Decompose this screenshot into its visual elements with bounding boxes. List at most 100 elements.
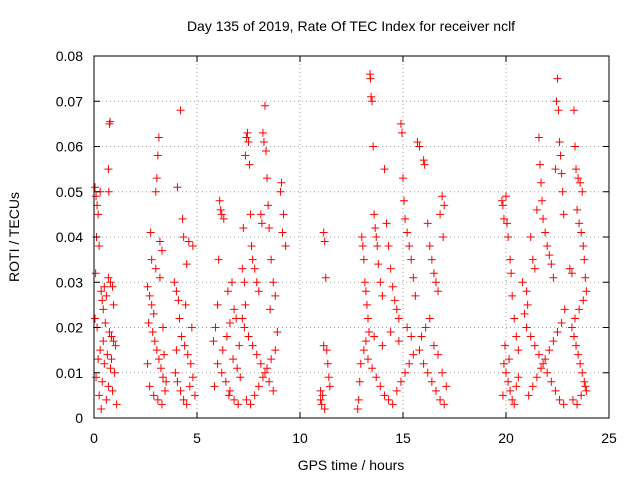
data-point	[260, 368, 269, 377]
data-point	[215, 196, 224, 205]
data-point	[98, 377, 107, 386]
data-point	[224, 391, 233, 400]
data-point	[94, 210, 103, 219]
data-point	[440, 201, 449, 210]
data-point	[94, 355, 103, 364]
data-point	[105, 119, 114, 128]
data-point	[390, 296, 399, 305]
data-point	[372, 233, 381, 241]
data-point	[538, 196, 547, 205]
data-point	[147, 300, 156, 309]
data-point	[579, 296, 588, 305]
data-point	[532, 205, 541, 214]
data-point	[551, 165, 560, 174]
data-point	[440, 400, 449, 409]
data-point	[240, 278, 249, 287]
data-point	[499, 214, 508, 223]
data-point	[370, 332, 379, 341]
data-point	[161, 386, 170, 395]
data-point	[417, 332, 426, 341]
data-point	[431, 278, 440, 287]
data-point	[213, 300, 222, 309]
data-point	[376, 278, 385, 287]
data-point	[578, 368, 587, 377]
data-point	[179, 233, 188, 241]
data-point	[510, 314, 519, 323]
data-point	[553, 328, 562, 337]
data-point	[320, 237, 329, 246]
data-point	[152, 346, 161, 355]
y-tick-labels: 0 0.01 0.02 0.03 0.04 0.05 0.06 0.07 0.08	[56, 48, 83, 426]
data-point	[176, 386, 185, 395]
x-tick-label: 15	[395, 430, 411, 446]
data-point	[92, 192, 101, 201]
data-point	[580, 377, 589, 386]
data-point	[359, 255, 368, 264]
data-point	[279, 210, 288, 219]
data-point	[148, 328, 157, 337]
data-point	[363, 355, 372, 364]
data-point	[438, 192, 447, 201]
data-point	[254, 287, 263, 296]
data-point	[183, 350, 192, 359]
data-point	[582, 386, 591, 395]
data-point	[150, 337, 159, 346]
data-point	[250, 391, 259, 400]
data-point	[271, 346, 280, 355]
data-point	[170, 278, 179, 287]
data-point	[144, 318, 153, 327]
data-point	[256, 210, 265, 219]
data-point	[243, 128, 252, 137]
data-point	[574, 350, 583, 359]
data-point	[228, 278, 237, 287]
data-point	[423, 368, 432, 377]
data-point	[151, 264, 160, 273]
data-point	[319, 228, 328, 237]
data-point	[143, 282, 152, 291]
data-point	[316, 395, 325, 404]
data-point	[401, 214, 410, 223]
data-point	[397, 128, 406, 137]
data-point	[188, 242, 197, 251]
data-point	[522, 287, 531, 296]
data-point	[149, 391, 158, 400]
data-point	[382, 219, 391, 228]
data-point	[177, 332, 186, 341]
data-point	[225, 318, 234, 327]
data-point	[221, 377, 230, 386]
data-point	[100, 359, 109, 368]
data-point	[355, 377, 364, 386]
data-point	[582, 287, 591, 296]
data-point	[514, 346, 523, 355]
data-point	[242, 395, 251, 404]
data-point	[400, 196, 409, 205]
data-point	[572, 341, 581, 350]
data-point	[421, 323, 430, 332]
data-point	[415, 346, 424, 355]
data-point	[541, 228, 550, 237]
data-point	[368, 364, 377, 373]
data-point	[429, 269, 438, 278]
data-point	[409, 273, 418, 282]
data-point	[159, 323, 168, 332]
data-point	[109, 300, 118, 309]
data-point	[518, 278, 527, 287]
data-point	[248, 255, 257, 264]
x-tick-label: 25	[601, 430, 617, 446]
data-point	[577, 228, 586, 237]
data-point	[109, 337, 118, 346]
data-point	[214, 255, 223, 264]
data-point	[98, 296, 107, 305]
data-point	[559, 210, 568, 219]
data-point	[380, 165, 389, 174]
data-point	[104, 382, 113, 391]
y-axis-label: ROTI / TECUs	[6, 192, 22, 282]
data-point	[524, 391, 533, 400]
data-point	[405, 242, 414, 251]
data-point	[514, 373, 523, 382]
data-point	[276, 187, 285, 196]
data-point	[394, 337, 403, 346]
data-point	[581, 273, 590, 282]
data-point	[260, 101, 269, 110]
